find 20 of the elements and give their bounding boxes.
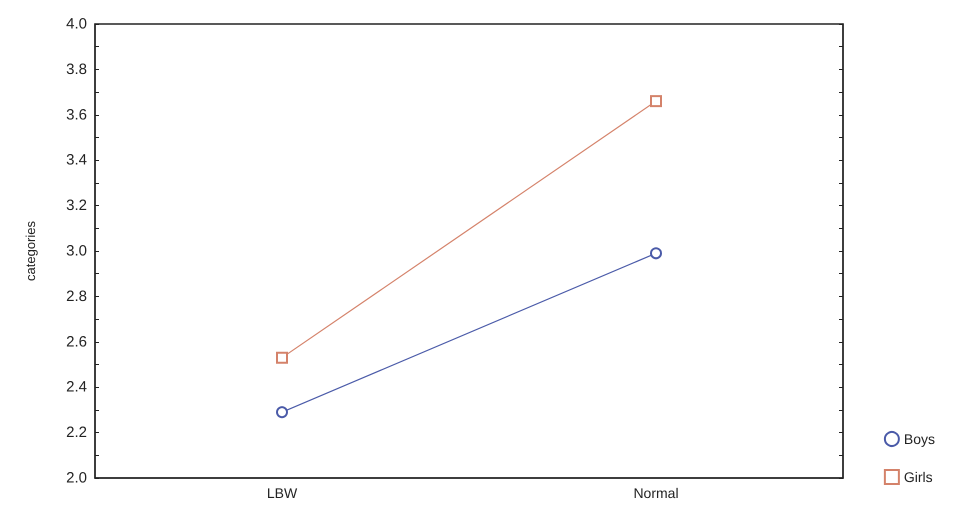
y-tick-label: 3.4 xyxy=(66,152,87,169)
x-tick-label: Normal xyxy=(633,485,679,501)
legend-label: Boys xyxy=(904,431,935,447)
point xyxy=(650,95,662,108)
point xyxy=(650,247,662,260)
y-tick-label: 3.8 xyxy=(66,60,87,78)
y-tick-label: 3.2 xyxy=(66,197,87,214)
point xyxy=(276,406,288,418)
y-tick-label: 2.8 xyxy=(66,288,87,305)
y-tick-label: 3.0 xyxy=(66,242,87,260)
legend-label: Girls xyxy=(904,469,933,485)
y-tick-label: 2.0 xyxy=(66,470,87,486)
y-tick-label: 2.2 xyxy=(66,424,87,442)
y-tick-label: 4.0 xyxy=(66,16,87,32)
y-tick-label: 2.6 xyxy=(66,333,87,350)
point xyxy=(276,352,288,364)
y-tick-label: 3.6 xyxy=(66,106,87,124)
y-tick-label: 2.4 xyxy=(66,378,87,396)
y-axis-title: categories xyxy=(23,220,38,281)
x-tick-label: LBW xyxy=(266,485,298,501)
